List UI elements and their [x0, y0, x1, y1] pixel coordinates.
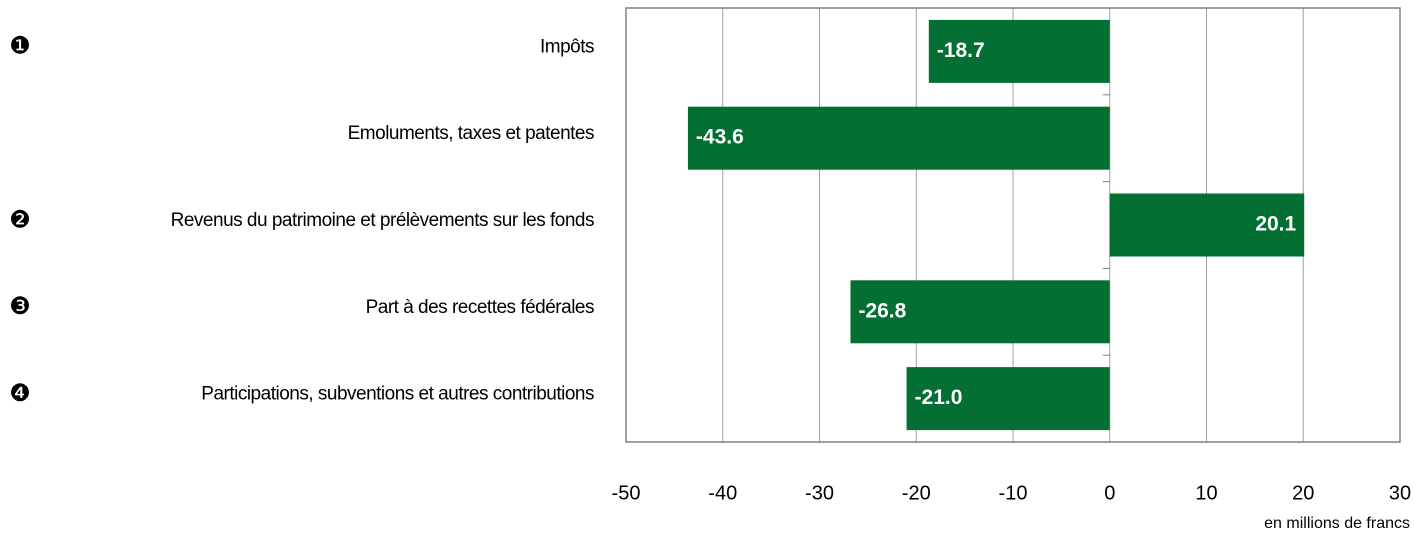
row-marker: ❸: [9, 293, 31, 320]
x-tick-label: 10: [1195, 482, 1217, 504]
plot-frame: [625, 7, 1401, 443]
row-marker: ❹: [9, 380, 31, 407]
bar: [928, 19, 1110, 83]
x-tick-label: -30: [805, 482, 834, 504]
value-label: -26.8: [858, 299, 906, 322]
x-tick-label: -20: [902, 482, 931, 504]
value-label: 20.1: [1255, 213, 1296, 236]
row-marker: ❷: [9, 206, 31, 233]
value-label: -21.0: [915, 386, 963, 409]
x-tick-label: 20: [1292, 482, 1314, 504]
x-tick-label: 0: [1104, 482, 1115, 504]
x-tick-label: -10: [999, 482, 1028, 504]
bar: [687, 106, 1110, 170]
value-label: -43.6: [696, 126, 744, 149]
x-tick-label: -40: [708, 482, 737, 504]
y-tick-label: Revenus du patrimoine et prélèvements su…: [171, 210, 594, 231]
bar: [1109, 193, 1305, 257]
bar: [850, 280, 1110, 344]
y-tick-label: Impôts: [540, 36, 594, 57]
x-tick-label: 30: [1389, 482, 1411, 504]
value-label: -18.7: [937, 39, 985, 62]
x-tick-label: -50: [612, 482, 641, 504]
x-axis-label: en millions de francs: [1264, 515, 1410, 532]
y-tick-label: Emoluments, taxes et patentes: [348, 123, 594, 144]
y-tick-label: Part à des recettes fédérales: [366, 297, 594, 318]
y-tick-label: Participations, subventions et autres co…: [201, 384, 594, 405]
row-marker: ❶: [9, 33, 31, 60]
bar: [906, 367, 1110, 431]
